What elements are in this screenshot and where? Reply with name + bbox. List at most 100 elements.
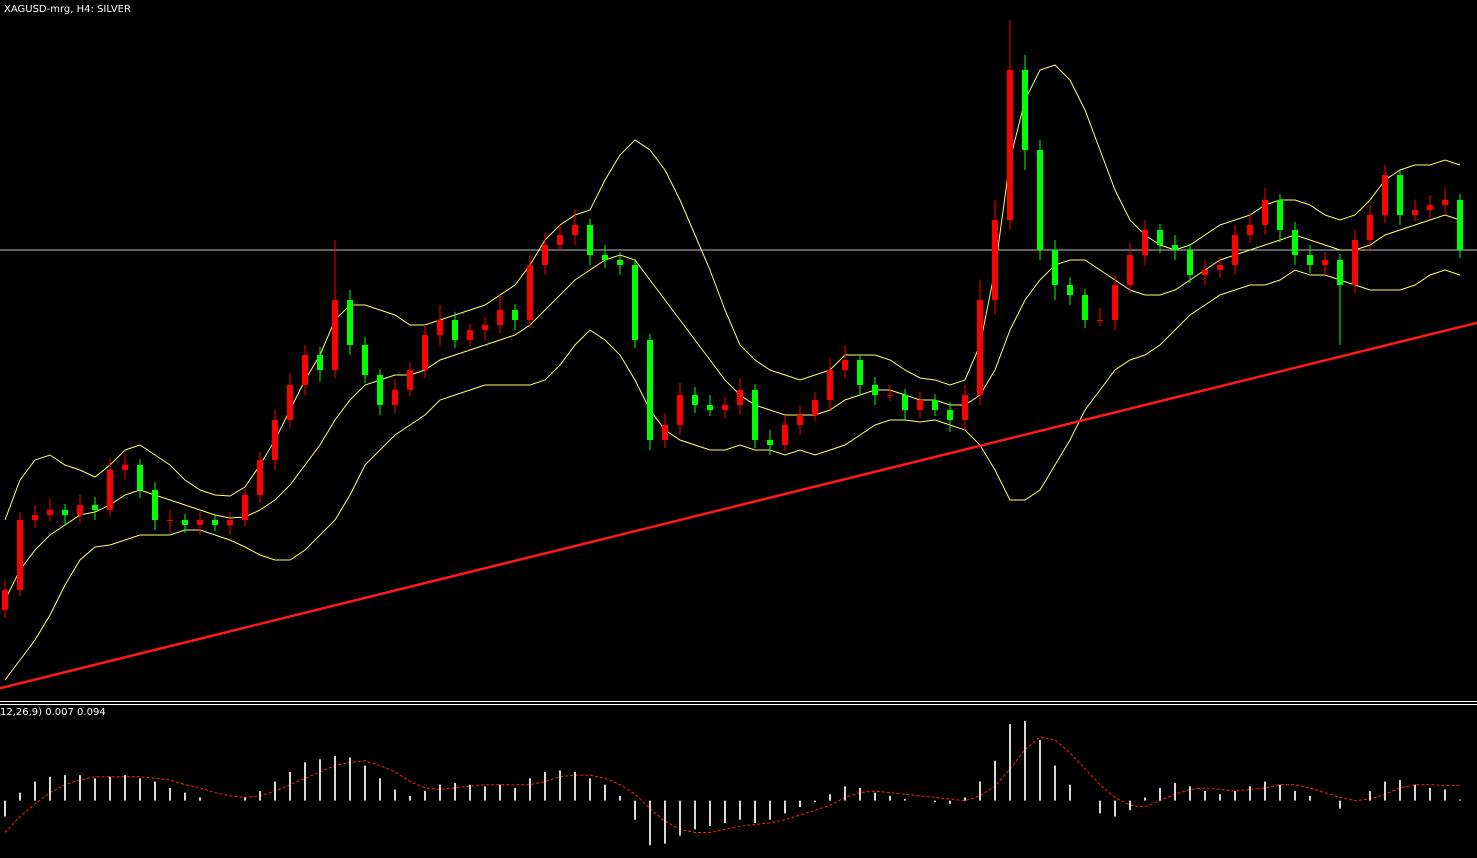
candle-body (47, 510, 53, 515)
candle-body (1262, 200, 1268, 225)
candle-body (1082, 295, 1088, 320)
candle-body (347, 300, 353, 345)
candle-body (602, 255, 608, 260)
candle-body (1397, 175, 1403, 215)
candle-body (362, 345, 368, 375)
candle-body (167, 520, 173, 521)
candle-body (107, 470, 113, 510)
candle-body (482, 325, 488, 330)
candle-body (182, 520, 188, 525)
candle-body (572, 225, 578, 235)
candle-body (1232, 235, 1238, 265)
candle-body (137, 465, 143, 490)
candle-body (1007, 70, 1013, 220)
candle-body (1202, 270, 1208, 275)
candle-body (842, 360, 848, 370)
candle-body (1457, 200, 1463, 250)
candle-body (1112, 285, 1118, 320)
candle-body (422, 335, 428, 370)
candle-body (557, 235, 563, 245)
candle-body (407, 370, 413, 390)
candle-body (1382, 175, 1388, 215)
candle-body (1427, 205, 1433, 210)
candle-body (1142, 230, 1148, 255)
candle-body (77, 505, 83, 515)
candle-body (437, 320, 443, 335)
candle-body (392, 390, 398, 405)
candle-body (452, 320, 458, 340)
candle-body (1127, 255, 1133, 285)
candle-body (527, 265, 533, 320)
candle-body (1307, 255, 1313, 265)
bollinger-upper (4, 64, 1461, 521)
candle-body (152, 490, 158, 520)
candle-body (1037, 150, 1043, 250)
candle-body (962, 395, 968, 420)
candle-body (1217, 265, 1223, 270)
candle-body (17, 520, 23, 590)
candle-body (1367, 215, 1373, 240)
candle-body (1247, 225, 1253, 235)
candle-body (242, 495, 248, 520)
candle-body (1292, 230, 1298, 255)
candle-body (272, 420, 278, 460)
candle-body (92, 505, 98, 510)
trend-line (0, 321, 1477, 690)
candle-body (2, 590, 8, 610)
candle-body (1052, 250, 1058, 285)
candle-body (797, 415, 803, 425)
bollinger-lower (4, 269, 1461, 681)
candle-body (977, 300, 983, 395)
candle-body (677, 395, 683, 425)
candle-body (902, 395, 908, 410)
candle-body (917, 400, 923, 410)
candle-body (647, 340, 653, 440)
candle-body (1172, 245, 1178, 250)
candle-body (332, 300, 338, 370)
candle-body (587, 225, 593, 255)
candle-body (497, 310, 503, 325)
candle-body (1157, 230, 1163, 245)
candle-body (992, 220, 998, 300)
candle-body (662, 425, 668, 440)
candle-body (752, 390, 758, 440)
candle-body (1337, 260, 1343, 285)
candle-body (707, 405, 713, 410)
candle-body (1412, 210, 1418, 215)
candle-body (737, 390, 743, 405)
candle-body (782, 425, 788, 445)
candle-body (227, 520, 233, 525)
candle-body (287, 385, 293, 420)
candle-body (1322, 260, 1328, 265)
candle-body (1442, 200, 1448, 205)
candle-body (617, 260, 623, 265)
candle-body (857, 360, 863, 385)
chart-title: XAGUSD-mrg, H4: SILVER (4, 4, 131, 15)
candle-body (947, 410, 953, 420)
candle-body (512, 310, 518, 320)
candle-body (197, 520, 203, 525)
candle-body (1352, 240, 1358, 285)
candle-body (317, 355, 323, 370)
candle-body (212, 520, 218, 525)
candle-body (887, 395, 893, 396)
candle-body (1022, 70, 1028, 150)
candle-body (872, 385, 878, 395)
candle-body (377, 375, 383, 405)
candle-body (257, 460, 263, 495)
candle-body (767, 440, 773, 445)
candle-body (722, 405, 728, 410)
candle-body (122, 465, 128, 470)
candle-body (1187, 250, 1193, 275)
candle-body (932, 400, 938, 410)
candle-body (542, 245, 548, 265)
candle-body (1277, 200, 1283, 230)
candle-body (302, 355, 308, 385)
candle-body (692, 395, 698, 405)
candle-body (1097, 320, 1103, 321)
indicator-label: 12,26,9) 0.007 0.094 (0, 707, 106, 718)
macd-signal-line (4, 736, 1461, 833)
